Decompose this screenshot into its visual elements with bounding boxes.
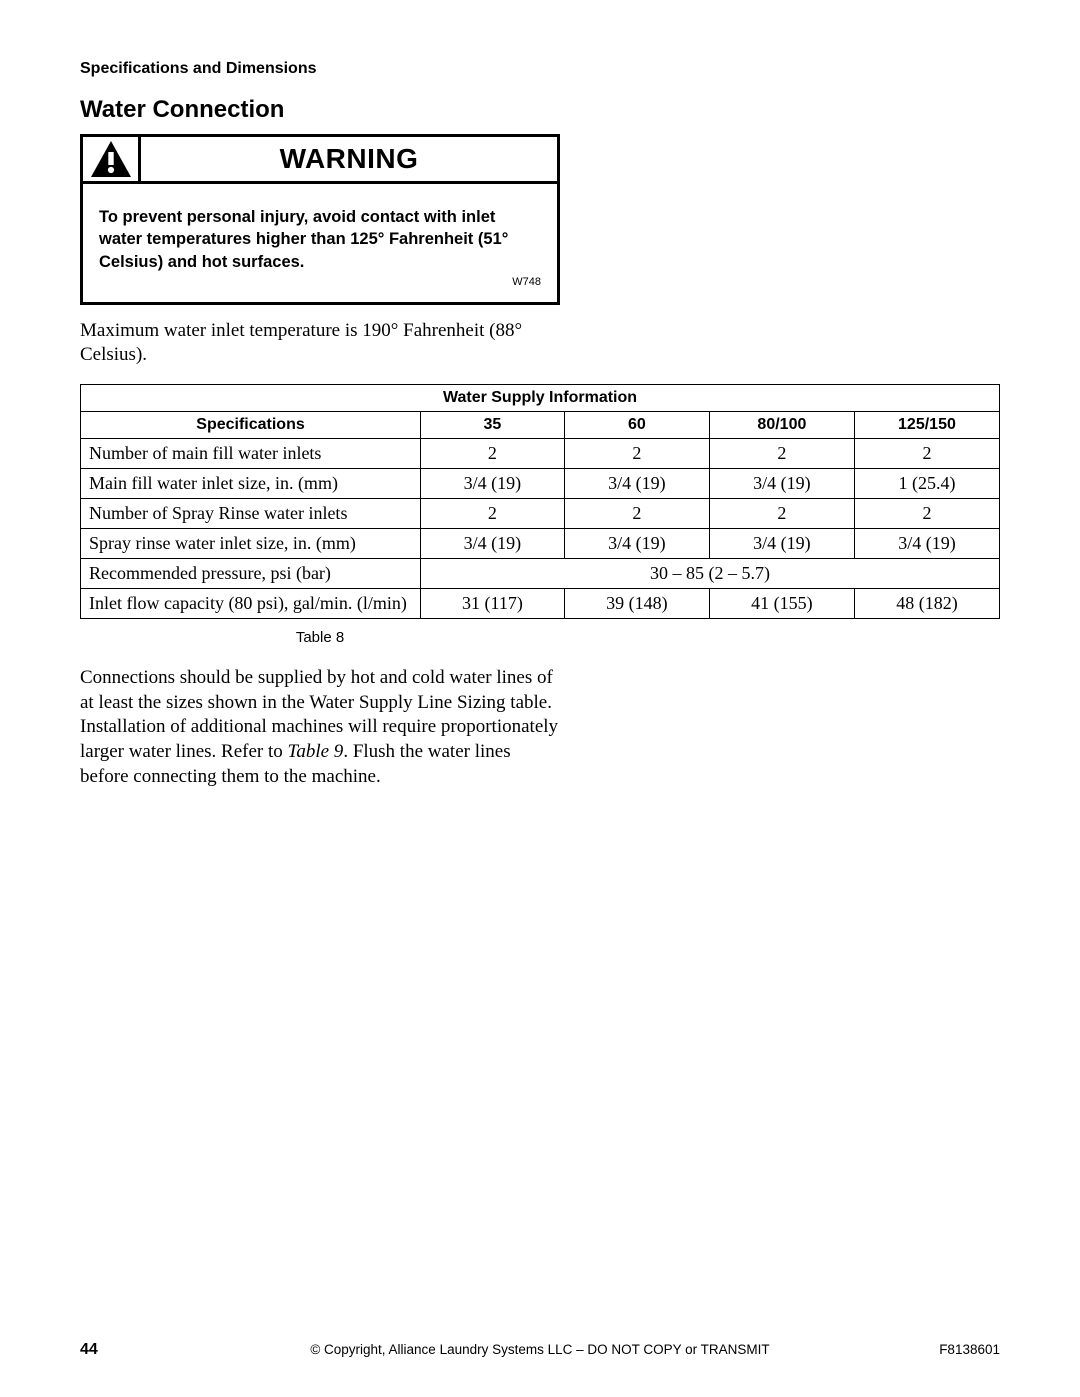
table-caption: Table 8 — [80, 629, 560, 646]
section-heading: Water Connection — [80, 96, 1000, 124]
col-header: 80/100 — [709, 412, 854, 439]
water-supply-table: Water Supply Information Specifications … — [80, 384, 1000, 619]
footer-doc-number: F8138601 — [840, 1342, 1000, 1357]
table-row: Recommended pressure, psi (bar)30 – 85 (… — [81, 559, 1000, 589]
row-value: 2 — [564, 499, 709, 529]
row-label: Main fill water inlet size, in. (mm) — [81, 469, 421, 499]
table-row: Number of Spray Rinse water inlets2222 — [81, 499, 1000, 529]
row-value: 3/4 (19) — [709, 529, 854, 559]
row-value: 3/4 (19) — [564, 469, 709, 499]
page-footer: 44 © Copyright, Alliance Laundry Systems… — [80, 1341, 1000, 1359]
row-value: 3/4 (19) — [854, 529, 999, 559]
row-value: 3/4 (19) — [421, 469, 565, 499]
warning-box: WARNING To prevent personal injury, avoi… — [80, 134, 560, 305]
warning-header-row: WARNING — [83, 137, 557, 184]
row-value: 2 — [709, 439, 854, 469]
row-value: 3/4 (19) — [421, 529, 565, 559]
row-value: 3/4 (19) — [564, 529, 709, 559]
warning-title: WARNING — [141, 137, 557, 181]
row-value: 2 — [854, 439, 999, 469]
warning-body-text: To prevent personal injury, avoid contac… — [99, 208, 508, 271]
row-label: Inlet flow capacity (80 psi), gal/min. (… — [81, 589, 421, 619]
table-row: Main fill water inlet size, in. (mm)3/4 … — [81, 469, 1000, 499]
table-title: Water Supply Information — [81, 385, 1000, 412]
row-value: 2 — [421, 439, 565, 469]
col-header: 125/150 — [854, 412, 999, 439]
row-value: 1 (25.4) — [854, 469, 999, 499]
row-value: 41 (155) — [709, 589, 854, 619]
max-temp-paragraph: Maximum water inlet temperature is 190° … — [80, 319, 560, 368]
row-span-value: 30 – 85 (2 – 5.7) — [421, 559, 1000, 589]
row-value: 3/4 (19) — [709, 469, 854, 499]
table-reference: Table 9 — [288, 741, 344, 762]
table-row: Number of main fill water inlets2222 — [81, 439, 1000, 469]
row-value: 2 — [421, 499, 565, 529]
row-value: 39 (148) — [564, 589, 709, 619]
row-label: Spray rinse water inlet size, in. (mm) — [81, 529, 421, 559]
row-value: 31 (117) — [421, 589, 565, 619]
col-header: 60 — [564, 412, 709, 439]
warning-body: To prevent personal injury, avoid contac… — [83, 184, 557, 302]
row-value: 2 — [854, 499, 999, 529]
table-row: Inlet flow capacity (80 psi), gal/min. (… — [81, 589, 1000, 619]
row-value: 2 — [709, 499, 854, 529]
header-section-title: Specifications and Dimensions — [80, 60, 1000, 78]
row-value: 2 — [564, 439, 709, 469]
warning-code: W748 — [99, 275, 541, 290]
after-table-paragraph: Connections should be supplied by hot an… — [80, 666, 560, 789]
col-header: Specifications — [81, 412, 421, 439]
row-value: 48 (182) — [854, 589, 999, 619]
warning-icon — [83, 137, 141, 181]
row-label: Recommended pressure, psi (bar) — [81, 559, 421, 589]
row-label: Number of main fill water inlets — [81, 439, 421, 469]
table-row: Spray rinse water inlet size, in. (mm)3/… — [81, 529, 1000, 559]
row-label: Number of Spray Rinse water inlets — [81, 499, 421, 529]
col-header: 35 — [421, 412, 565, 439]
page-number: 44 — [80, 1341, 240, 1359]
footer-copyright: © Copyright, Alliance Laundry Systems LL… — [240, 1342, 840, 1357]
table-header-row: Specifications 35 60 80/100 125/150 — [81, 412, 1000, 439]
